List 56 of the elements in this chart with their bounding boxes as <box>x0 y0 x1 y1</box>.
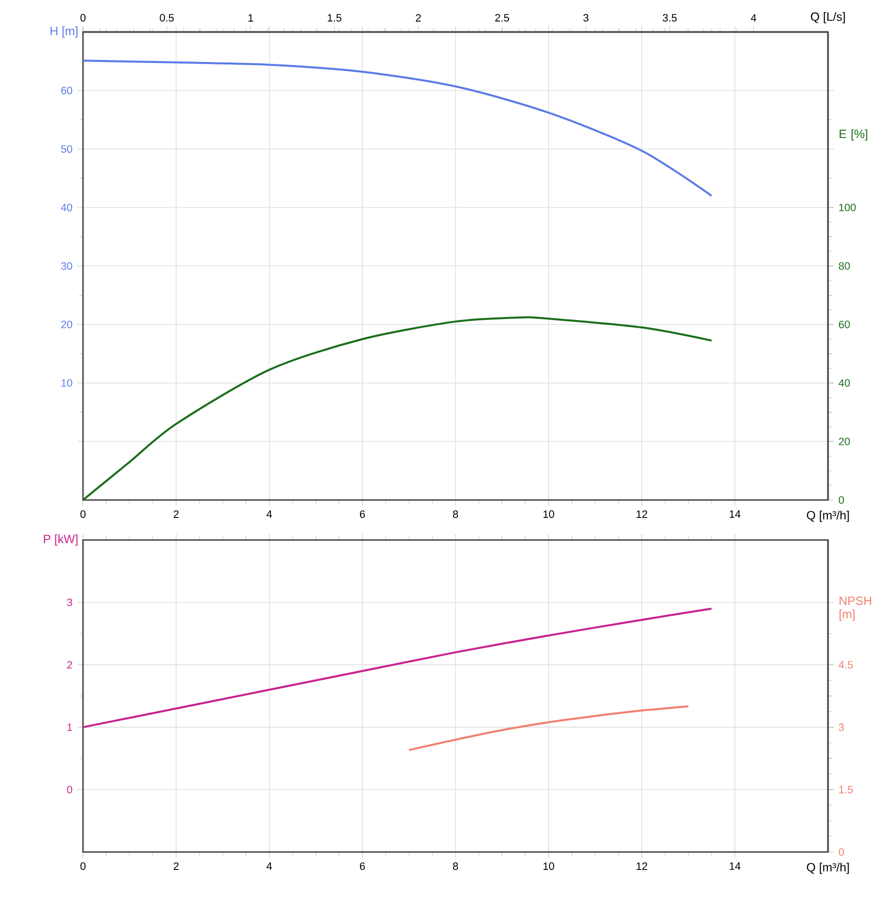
y-tick-label: 40 <box>60 204 72 212</box>
x2-tick-label: 1 <box>248 14 254 22</box>
y-tick-label: 50 <box>61 145 72 153</box>
x-tick-label: 4 <box>266 510 272 518</box>
x-tick-label: 14 <box>730 510 740 518</box>
x-axis-title: Q [m³/h] <box>806 510 849 522</box>
y-tick-label: 20 <box>61 320 72 328</box>
y-axis-title: H [m] <box>50 26 78 38</box>
y-tick-label: 0 <box>67 786 72 794</box>
y-tick-label: 30 <box>61 262 72 270</box>
y-tick-label: 1 <box>67 724 72 731</box>
line-series <box>408 705 690 752</box>
x2-axis-title: Q [L/s] <box>810 12 845 24</box>
y-axis-title: P [kW] <box>44 534 78 546</box>
y-tick-label: 2 <box>67 661 72 669</box>
x2-tick-label: 0.5 <box>160 14 174 22</box>
y2-tick-label: 100 <box>839 204 856 212</box>
x-tick-label: 2 <box>174 510 179 518</box>
x-tick-label: 2 <box>174 862 179 870</box>
y2-tick-label: 20 <box>838 438 850 446</box>
y-tick-label: 60 <box>61 86 72 94</box>
x-tick-label: 6 <box>360 862 365 870</box>
x2-tick-label: 1.5 <box>328 14 342 22</box>
line-series <box>83 316 713 500</box>
x-tick-label: 0 <box>80 862 86 870</box>
y-tick-label: 3 <box>67 598 72 606</box>
x-tick-label: 12 <box>636 510 648 518</box>
x2-tick-label: 2 <box>416 14 421 22</box>
line-series <box>83 60 713 197</box>
x-tick-label: 10 <box>544 862 554 870</box>
y2-tick-label: 80 <box>838 262 850 270</box>
x2-tick-label: 3.5 <box>662 14 677 22</box>
y2-tick-label: 0 <box>838 496 844 504</box>
x2-tick-label: 4 <box>750 14 756 22</box>
y2-tick-label: 1.5 <box>839 786 853 794</box>
y2-tick-label: 60 <box>838 320 850 328</box>
x-tick-label: 0 <box>80 510 86 518</box>
x-tick-label: 10 <box>544 510 554 518</box>
x-tick-label: 12 <box>636 862 648 870</box>
x2-tick-label: 3 <box>583 14 588 22</box>
y2-tick-label: 0 <box>838 848 844 856</box>
x-tick-label: 6 <box>360 510 365 518</box>
x2-tick-label: 0 <box>80 14 86 22</box>
x-tick-label: 8 <box>452 862 458 870</box>
x-tick-label: 14 <box>730 862 740 870</box>
y2-tick-label: 4.5 <box>838 661 853 669</box>
x-axis-title: Q [m³/h] <box>806 862 849 874</box>
x2-tick-label: 2.5 <box>495 14 510 22</box>
y2-axis-title: NPSH [m] <box>840 596 872 621</box>
y2-tick-label: 3 <box>838 723 844 731</box>
y2-tick-label: 40 <box>838 379 850 387</box>
y2-axis-title: E [%] <box>840 129 868 141</box>
x-tick-label: 4 <box>266 862 272 870</box>
x-tick-label: 8 <box>452 510 458 518</box>
line-series <box>82 608 713 728</box>
y-tick-label: 10 <box>62 379 72 387</box>
